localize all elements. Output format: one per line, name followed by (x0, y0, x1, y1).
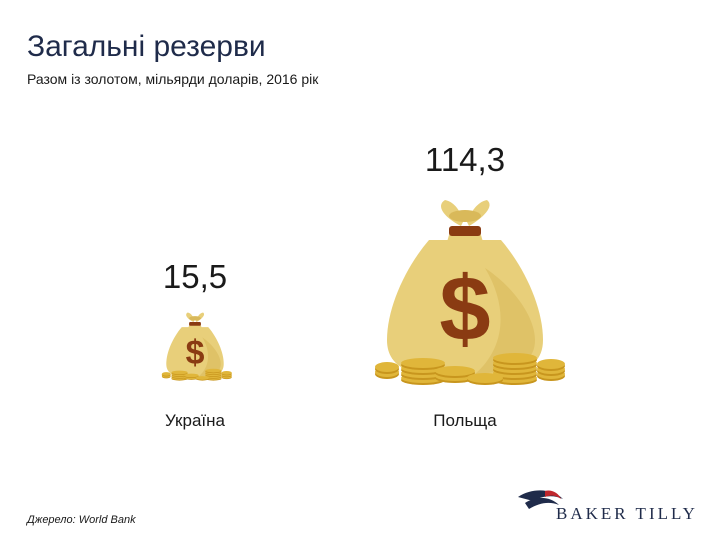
baker-tilly-logo-icon (518, 490, 563, 509)
money-bag-mark-0: $ (161, 312, 232, 381)
value-label-poland: 114,3 (424, 141, 506, 178)
logo-text: BAKER TILLY (556, 504, 698, 523)
svg-text:$: $ (439, 258, 490, 360)
svg-text:$: $ (186, 334, 205, 372)
category-label-ukraine: Україна (165, 411, 225, 430)
category-label-poland: Польща (433, 411, 497, 430)
page-subtitle: Разом із золотом, мільярди доларів, 2016… (27, 71, 319, 87)
value-label-ukraine: 15,5 (162, 258, 228, 295)
source-note: Джерело: World Bank (27, 514, 136, 526)
money-bag-mark-1: $ (375, 200, 565, 385)
page-title: Загальні резерви (27, 30, 266, 63)
